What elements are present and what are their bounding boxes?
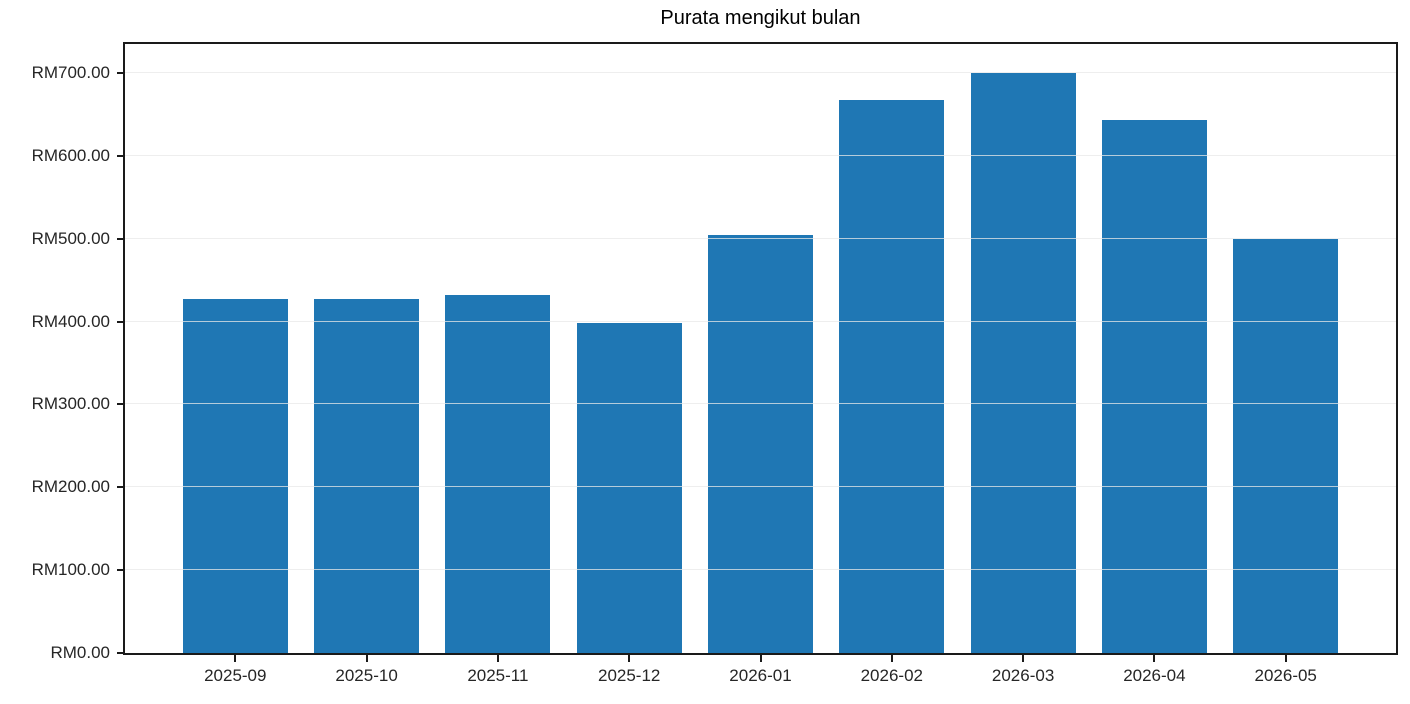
plot-area [123,42,1398,655]
y-tick-label: RM300.00 [31,394,110,414]
y-tick-label: RM500.00 [31,228,110,248]
y-tick-label: RM0.00 [50,643,110,662]
y-tick-mark [117,72,125,74]
y-tick-label: RM200.00 [31,477,110,497]
x-tick-mark [628,655,631,662]
y-tick-mark [117,486,125,489]
y-tick-mark [117,237,125,240]
x-tick-label: 2025-12 [597,666,661,685]
gridline-100 [125,569,1396,571]
bar-2026-02 [839,99,945,653]
bar-2026-03 [970,73,1076,653]
gridline-500 [125,237,1396,239]
y-tick-label: RM700.00 [31,63,110,82]
x-tick-label: 2025-09 [204,666,267,685]
y-tick-label: RM600.00 [31,145,110,165]
gridline-200 [125,486,1396,488]
bar-2026-05 [1233,238,1339,653]
gridline-700 [125,72,1396,73]
x-tick-mark [365,655,368,662]
x-tick-label: 2026-03 [991,666,1055,685]
x-tick-label: 2026-02 [860,666,923,685]
x-tick-mark [1153,655,1156,662]
y-tick-mark [117,154,125,157]
x-tick-mark [234,655,237,662]
x-tick-label: 2026-05 [1254,666,1317,685]
x-tick-label: 2025-11 [467,666,529,685]
x-tick-label: 2026-01 [729,666,792,685]
chart-title: Purata mengikut bulan [660,7,861,29]
x-tick-mark [759,655,762,662]
gridline-400 [125,320,1396,322]
bar-2025-12 [576,323,682,653]
y-tick-mark [117,320,125,323]
x-tick-mark [890,655,893,662]
x-tick-label: 2026-04 [1123,666,1186,685]
y-tick-mark [117,569,125,572]
y-tick-label: RM100.00 [31,560,110,580]
bar-2025-10 [314,299,420,653]
y-tick-label: RM400.00 [31,311,110,331]
x-tick-mark [496,655,499,662]
bar-2025-09 [182,299,288,653]
y-tick-mark [117,403,125,406]
x-tick-mark [1022,655,1025,662]
x-tick-mark [1284,655,1287,662]
gridline-600 [125,154,1396,156]
bar-2025-11 [445,295,551,653]
x-tick-label: 2025-10 [335,666,398,685]
bar-2026-01 [707,234,813,653]
bar-2026-04 [1101,120,1207,653]
gridline-300 [125,403,1396,405]
y-tick-mark [117,652,125,654]
